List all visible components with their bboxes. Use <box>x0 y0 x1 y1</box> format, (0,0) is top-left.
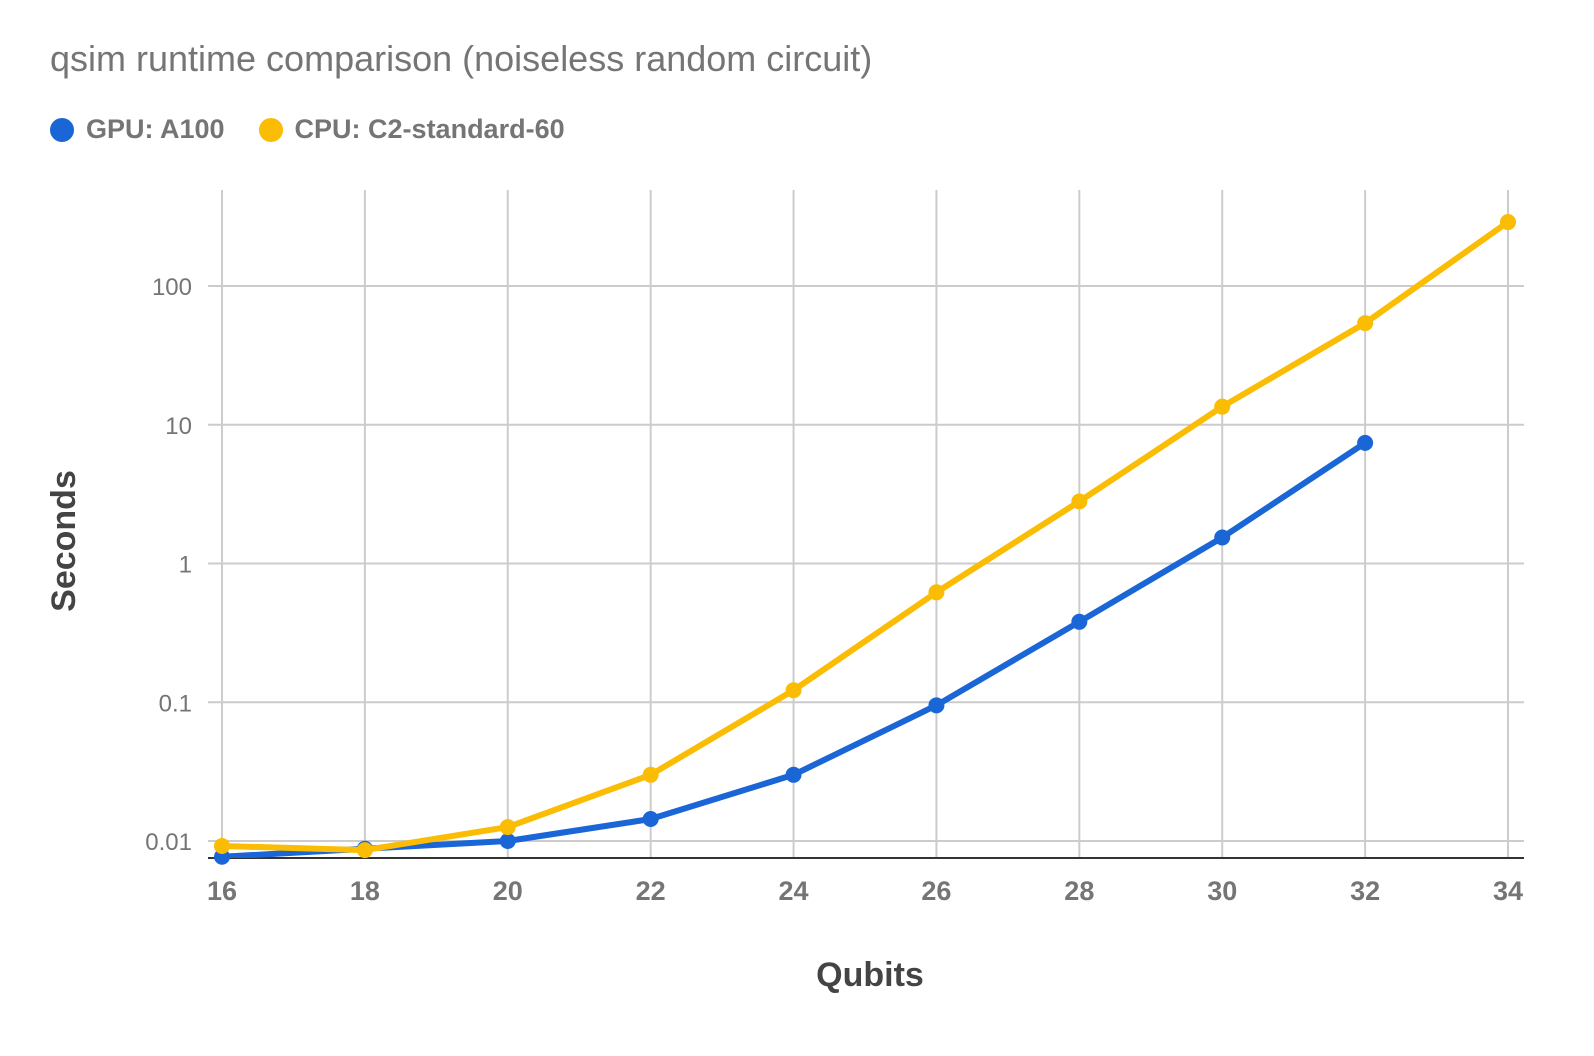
data-point-cpu <box>214 838 230 855</box>
x-tick-label: 32 <box>1350 876 1380 906</box>
chart-title: qsim runtime comparison (noiseless rando… <box>50 38 873 79</box>
x-tick-label: 16 <box>207 876 237 906</box>
x-tick-label: 20 <box>493 876 523 906</box>
legend-label-cpu: CPU: C2-standard-60 <box>294 114 565 144</box>
y-tick-label: 0.1 <box>159 690 192 717</box>
data-point-gpu <box>928 697 945 714</box>
y-axis-label: Seconds <box>45 470 83 612</box>
data-point-cpu <box>356 842 373 859</box>
data-point-gpu <box>499 833 516 849</box>
data-point-cpu <box>642 766 659 783</box>
x-tick-label: 26 <box>921 876 951 906</box>
y-tick-label: 100 <box>152 274 192 301</box>
legend-marker-gpu <box>50 117 74 142</box>
data-point-cpu <box>1071 493 1088 510</box>
x-tick-label: 34 <box>1493 876 1523 906</box>
data-point-gpu <box>642 811 659 828</box>
x-tick-label: 22 <box>636 876 666 906</box>
data-point-gpu <box>1071 613 1088 630</box>
data-point-gpu <box>1214 529 1231 546</box>
legend-label-gpu: GPU: A100 <box>86 114 225 144</box>
x-tick-label: 24 <box>779 876 809 906</box>
series-line-cpu <box>221 219 1510 854</box>
data-point-gpu <box>785 766 802 783</box>
data-point-cpu <box>1214 398 1231 415</box>
data-point-cpu <box>499 819 516 836</box>
y-tick-label: 10 <box>165 413 192 440</box>
data-point-gpu <box>1357 434 1374 451</box>
legend-item-cpu: CPU: C2-standard-60 <box>258 114 565 145</box>
data-point-cpu <box>1500 214 1516 231</box>
x-tick-label: 18 <box>350 876 380 906</box>
data-point-cpu <box>1357 315 1374 332</box>
x-tick-label: 30 <box>1207 876 1237 906</box>
legend-item-gpu: GPU: A100 <box>50 114 225 145</box>
legend-marker-cpu <box>258 117 283 142</box>
y-tick-label: 1 <box>179 552 192 579</box>
y-tick-label: 0.01 <box>145 829 192 856</box>
x-axis-label: Qubits <box>816 956 924 994</box>
x-tick-label: 28 <box>1064 876 1094 906</box>
legend: GPU: A100 CPU: C2-standard-60 <box>50 114 565 145</box>
data-point-cpu <box>785 682 802 699</box>
data-point-cpu <box>928 584 945 601</box>
